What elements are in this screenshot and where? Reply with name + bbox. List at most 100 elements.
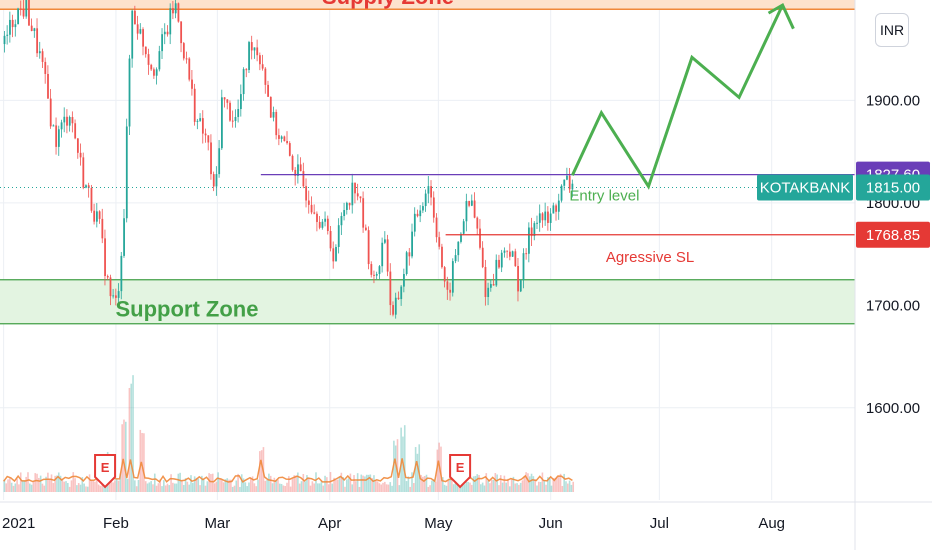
volume-bar [159, 479, 162, 492]
volume-bar [391, 485, 393, 492]
x-tick-label: Feb [103, 515, 129, 532]
volume-bar [202, 479, 205, 492]
volume-bar [480, 484, 482, 492]
earnings-marker[interactable]: E [449, 454, 472, 489]
volume-bar [139, 429, 142, 492]
candle-body [313, 212, 316, 214]
volume-bar [192, 482, 194, 492]
candle-body [256, 47, 259, 56]
candle-body [528, 227, 530, 254]
candle-body [93, 210, 96, 222]
candle-body [394, 297, 397, 315]
earnings-marker-shape [94, 454, 117, 489]
volume-bar [41, 483, 44, 492]
candle-body [153, 69, 155, 76]
candle-body [288, 143, 291, 156]
candle-body [193, 88, 196, 122]
candle-body [321, 221, 324, 228]
volume-bar [115, 478, 118, 492]
volume-bar [518, 484, 520, 492]
volume-bar [311, 481, 314, 492]
price-tag-label: 1768.85 [866, 227, 920, 244]
volume-bar [423, 476, 426, 492]
candle-body [3, 35, 6, 45]
volume-bar [172, 482, 174, 492]
candle-body [552, 205, 555, 214]
x-tick-label: 2021 [2, 515, 35, 532]
volume-bar [72, 472, 75, 492]
candle-body [201, 118, 204, 134]
candle-body [264, 68, 267, 85]
candle-body [220, 97, 223, 149]
currency-button[interactable]: INR [875, 13, 909, 47]
volume-bar [320, 481, 323, 492]
projection-arrowhead [767, 3, 795, 30]
earnings-marker[interactable]: E [94, 454, 117, 489]
candle-body [343, 209, 346, 217]
volume-bars [3, 375, 575, 492]
candle-body [326, 218, 329, 231]
candle-body [386, 239, 389, 272]
volume-bar [309, 485, 312, 492]
candle-body [359, 196, 362, 199]
candle-body [340, 216, 343, 226]
volume-bar [387, 484, 390, 492]
volume-bar [190, 475, 192, 492]
volume-bar [425, 474, 428, 492]
volume-bar [76, 485, 78, 492]
volume-bar [342, 477, 344, 492]
volume-bar [144, 481, 147, 492]
candle-body [85, 185, 87, 188]
volume-bar [47, 472, 49, 492]
volume-bar [124, 421, 127, 492]
volume-bar [126, 478, 129, 492]
candle-body [204, 133, 207, 136]
candle-body [123, 218, 125, 256]
volume-bar [3, 479, 6, 492]
candle-body [106, 276, 109, 278]
volume-bar [222, 482, 225, 492]
volume-bar [280, 483, 283, 492]
candle-body [286, 141, 289, 144]
price-tag: 1815.00 [856, 174, 930, 201]
earnings-marker-shape [449, 454, 472, 489]
x-tick-label: Aug [758, 515, 785, 532]
supply-zone-label: Supply Zone [322, 0, 454, 9]
candle-body [506, 250, 509, 252]
candle-body [19, 8, 22, 10]
candle-body [511, 251, 514, 257]
volume-bar [566, 483, 569, 492]
volume-bar [528, 476, 531, 492]
candle-body [498, 259, 500, 268]
volume-bar [416, 453, 419, 492]
candle-body [163, 31, 166, 35]
candle-body [242, 69, 245, 95]
volume-bar [492, 479, 495, 492]
candle-body [36, 28, 39, 54]
volume-bar [63, 481, 66, 492]
volume-bar [88, 474, 91, 492]
candle-body [155, 69, 158, 76]
volume-bar [226, 478, 229, 492]
volume-bar [298, 483, 301, 492]
volume-bar [119, 473, 122, 492]
candle-body [332, 248, 335, 262]
volume-bar [556, 476, 558, 492]
volume-bar [436, 449, 439, 492]
candle-body [177, 3, 180, 22]
candle-body [174, 3, 177, 14]
candle-body [514, 251, 517, 266]
volume-bar [485, 473, 488, 492]
volume-bar [532, 476, 535, 492]
volume-bar [36, 473, 38, 492]
volume-bar [463, 484, 466, 492]
volume-bar [211, 473, 214, 492]
candle-body [144, 46, 147, 55]
volume-bar [565, 481, 567, 492]
candle-body [457, 241, 460, 256]
volume-bar [543, 480, 546, 492]
volume-bar [164, 485, 167, 492]
candle-body [261, 64, 264, 69]
volume-bar [79, 484, 82, 492]
